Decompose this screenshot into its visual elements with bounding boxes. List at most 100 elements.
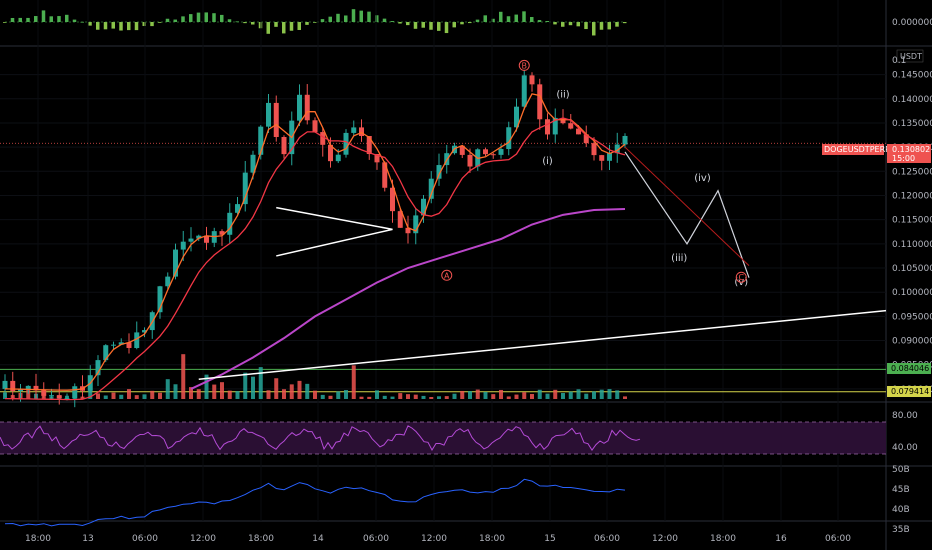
candle-body[interactable] [312, 120, 318, 133]
trendline[interactable] [198, 309, 887, 380]
candle-body[interactable] [436, 165, 442, 179]
rsi-pane[interactable] [0, 421, 886, 455]
candle-body[interactable] [397, 211, 403, 228]
candle-body[interactable] [506, 127, 512, 150]
candle-body[interactable] [335, 154, 341, 162]
candle-body[interactable] [374, 154, 380, 163]
candle-body[interactable] [134, 332, 140, 348]
oscillator-bar [584, 22, 588, 30]
symbol-tag[interactable]: DOGEUSDTPERP [822, 144, 890, 155]
candle-body[interactable] [537, 84, 543, 120]
candle-body[interactable] [64, 398, 70, 400]
candle-body[interactable] [235, 204, 240, 213]
volume-bar [305, 383, 310, 399]
candle-body[interactable] [72, 386, 78, 399]
candle-body[interactable] [227, 212, 233, 235]
candle-body[interactable] [10, 380, 16, 391]
candle-body[interactable] [405, 227, 411, 234]
candle-body[interactable] [297, 94, 302, 121]
candle-body[interactable] [428, 178, 434, 199]
candle-body[interactable] [273, 102, 279, 137]
candle-body[interactable] [41, 390, 47, 396]
candle-body[interactable] [103, 345, 109, 361]
oscillator-bar [289, 22, 294, 31]
candle-body[interactable] [328, 144, 333, 162]
moving-average-fast[interactable] [4, 93, 626, 391]
candle-body[interactable] [483, 149, 488, 155]
candle-body[interactable] [142, 330, 147, 333]
candle-body[interactable] [514, 106, 519, 128]
bottom-indicator-pane[interactable] [4, 478, 626, 527]
oscillator-pane[interactable] [3, 9, 627, 36]
candle-body[interactable] [614, 144, 620, 154]
candle-body[interactable] [25, 385, 31, 390]
candle-body[interactable] [459, 145, 465, 155]
price-pane[interactable] [0, 0, 886, 521]
oscillator-bar [336, 13, 340, 22]
candle-body[interactable] [622, 135, 628, 145]
candle-body[interactable] [56, 395, 62, 399]
candle-body[interactable] [413, 215, 419, 234]
candle-body[interactable] [552, 117, 558, 135]
candle-body[interactable] [521, 75, 527, 107]
candle-body[interactable] [583, 134, 589, 144]
candle-body[interactable] [599, 155, 605, 161]
candle-body[interactable] [2, 380, 8, 389]
time-tick-label: 16 [775, 534, 787, 544]
candle-body[interactable] [560, 117, 566, 124]
candle-body[interactable] [359, 127, 364, 136]
candle-body[interactable] [266, 102, 271, 127]
candle-body[interactable] [49, 395, 54, 397]
candle-body[interactable] [304, 94, 310, 121]
volume-bar [251, 376, 255, 399]
candle-body[interactable] [382, 162, 388, 188]
candle-body[interactable] [219, 231, 225, 235]
wave-label: (i) [542, 156, 553, 167]
candle-body[interactable] [18, 389, 23, 391]
price-tick-label: 0.095000 [892, 312, 932, 322]
candle-body[interactable] [281, 136, 287, 155]
candle-body[interactable] [529, 75, 535, 85]
candle-body[interactable] [242, 172, 248, 205]
candle-body[interactable] [568, 123, 574, 129]
candle-body[interactable] [607, 153, 612, 161]
candle-body[interactable] [320, 132, 326, 145]
rsi-line[interactable] [0, 425, 641, 452]
candle-body[interactable] [545, 119, 550, 135]
candle-body[interactable] [390, 187, 395, 212]
candle-body[interactable] [467, 154, 473, 167]
candle-body[interactable] [421, 198, 426, 216]
candle-body[interactable] [576, 128, 581, 135]
wave-projection[interactable] [624, 151, 750, 278]
candle-body[interactable] [118, 342, 124, 345]
triangle-pattern[interactable] [276, 206, 393, 257]
candle-body[interactable] [196, 235, 202, 239]
candle-body[interactable] [204, 235, 209, 243]
candle-body[interactable] [180, 241, 186, 250]
candle-body[interactable] [157, 286, 163, 313]
corrective-projection[interactable] [624, 146, 750, 266]
candle-body[interactable] [95, 360, 101, 376]
volume-bar [599, 389, 604, 399]
open-interest-line[interactable] [4, 478, 626, 527]
candle-body[interactable] [591, 143, 597, 156]
moving-average-mid[interactable] [4, 117, 626, 401]
moving-average-slow[interactable] [190, 208, 626, 390]
time-axis[interactable]: 18:00 13 06:00 12:00 18:00 14 06:00 12:00 18:00 1… [25, 534, 851, 544]
candle-body[interactable] [165, 276, 171, 287]
candle-body[interactable] [498, 149, 504, 155]
candle-body[interactable] [126, 342, 132, 348]
candle-body[interactable] [173, 249, 178, 277]
candle-body[interactable] [258, 126, 264, 155]
candle-body[interactable] [343, 132, 349, 155]
candle-body[interactable] [490, 154, 496, 156]
price-axis[interactable]: 0.1450000.1400000.1350000.1300000.125000… [892, 71, 932, 395]
candle-body[interactable] [188, 238, 194, 242]
candle-body[interactable] [366, 135, 372, 155]
candle-body[interactable] [111, 344, 116, 346]
oscillator-bar [103, 22, 108, 30]
candle-body[interactable] [33, 385, 39, 391]
candle-body[interactable] [351, 127, 357, 133]
candle-body[interactable] [250, 154, 256, 173]
